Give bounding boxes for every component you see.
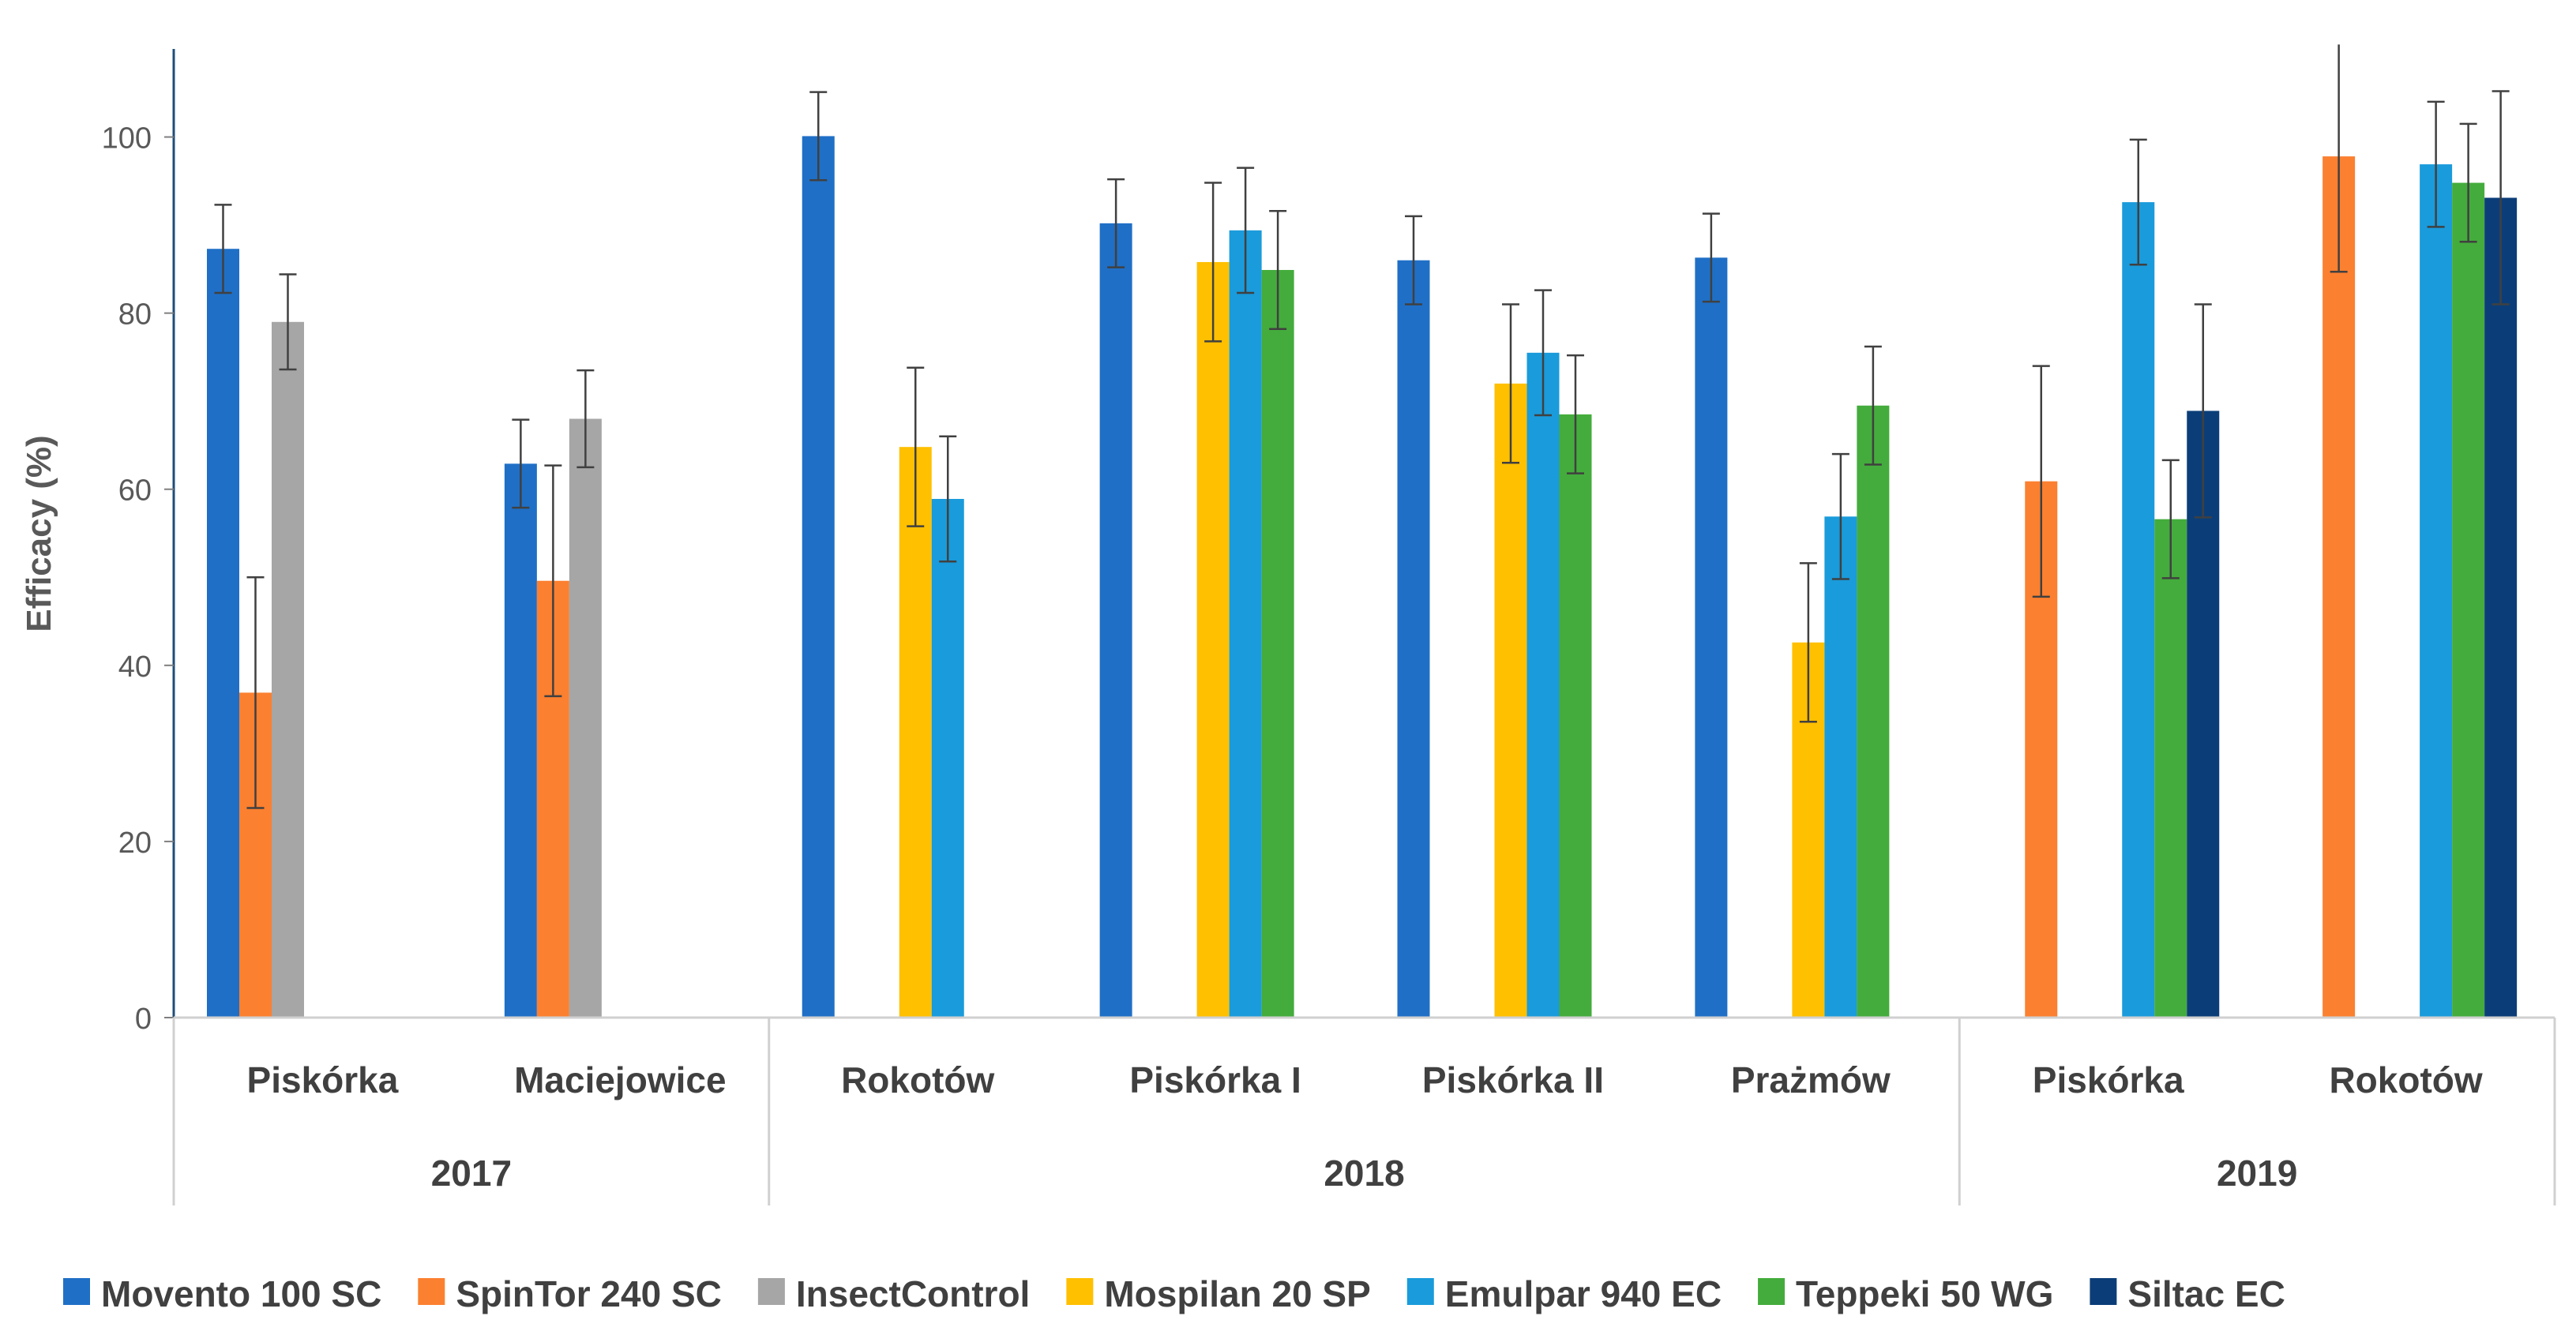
legend-label: Emulpar 940 EC [1445,1273,1722,1314]
year-label: 2018 [1324,1153,1404,1194]
legend-label: Teppeki 50 WG [1796,1273,2053,1314]
x-axis: Piskórka Maciejowice Rokotów Piskórka I Pisk… [172,1016,2556,1205]
y-tick-label: 0 [135,1003,152,1036]
category-label: Piskórka I [1129,1059,1301,1100]
bar [569,418,602,1018]
category-label: Piskórka II [1422,1059,1604,1100]
legend-label: Mospilan 20 SP [1104,1273,1370,1314]
legend-swatch [1758,1278,1786,1305]
bar [2452,182,2485,1018]
category-label: Maciejowice [514,1059,726,1100]
bars [207,136,2518,1018]
y-axis: 0 20 40 60 80 100 [102,49,175,1036]
legend-swatch [2090,1278,2117,1305]
bar [2323,156,2356,1018]
bar [1526,352,1560,1018]
bar [1494,383,1527,1018]
bar [931,498,964,1018]
bar [2122,202,2155,1018]
legend-swatch [1066,1278,1094,1305]
bar [504,463,537,1018]
y-tick-label: 100 [102,122,152,156]
y-axis-label: Efficacy (%) [20,435,58,632]
legend-swatch [63,1278,90,1305]
bar [1857,405,1890,1018]
y-tick-label: 40 [118,651,152,684]
category-label: Rokotów [2329,1059,2482,1100]
bar [1824,516,1857,1018]
legend-label: InsectControl [796,1273,1030,1314]
legend-swatch [1406,1278,1434,1305]
bar [1229,230,1262,1018]
year-label: 2017 [431,1153,512,1194]
bar [1261,269,1294,1018]
legend-swatch [418,1278,445,1305]
y-tick-label: 60 [118,474,152,508]
bar [2420,164,2453,1018]
legend-swatch [757,1278,785,1305]
bar [1397,260,1430,1018]
bar [1559,414,1592,1018]
category-label: Piskórka [2033,1059,2184,1100]
bar [1099,223,1132,1018]
bar [272,321,304,1018]
bar [1196,261,1230,1018]
legend-label: SpinTor 240 SC [456,1273,722,1314]
y-tick-label: 20 [118,827,152,860]
bar [1695,257,1728,1018]
bar [802,136,835,1018]
y-tick-label: 80 [118,298,152,332]
legend-label: Movento 100 SC [101,1273,381,1314]
bar [207,249,239,1018]
legend-label: Siltac EC [2127,1273,2285,1314]
bar [2154,519,2187,1018]
year-label: 2019 [2217,1153,2297,1194]
category-label: Prażmów [1731,1059,1891,1100]
legend: Movento 100 SC SpinTor 240 SC InsectContro… [63,1273,2285,1314]
category-label: Rokotów [841,1059,994,1100]
category-label: Piskórka [247,1059,399,1100]
error-bars [214,44,2510,809]
bar [899,447,932,1018]
bar [2484,197,2518,1018]
